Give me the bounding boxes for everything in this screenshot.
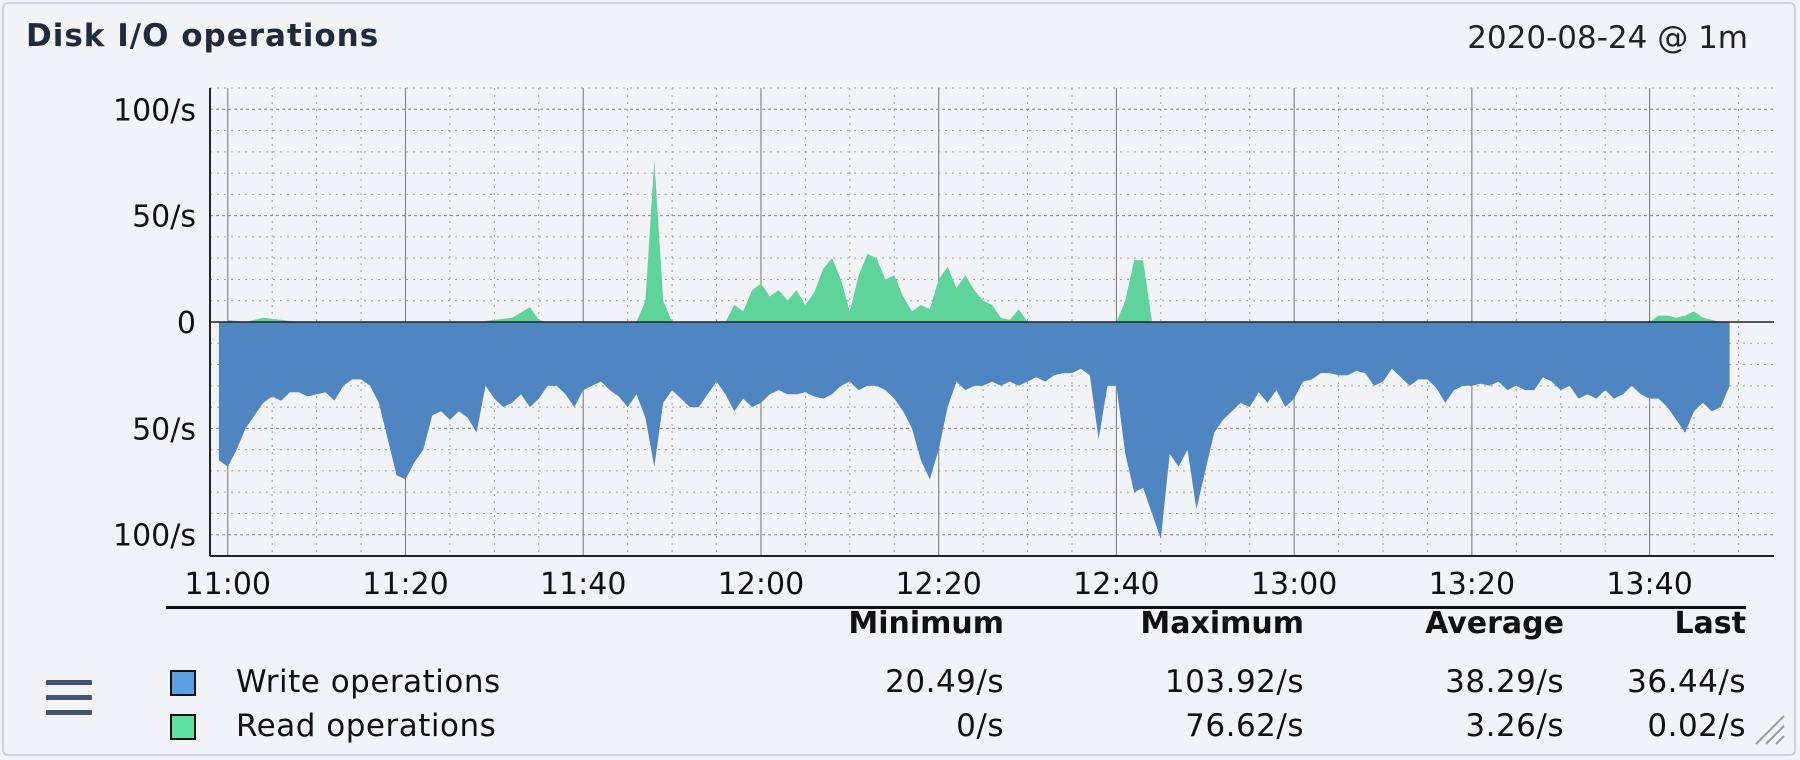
legend-row-write: Write operations 20.49/s 103.92/s 38.29/… (164, 664, 1746, 708)
legend-header-avg: Average (1425, 606, 1564, 641)
y-tick-label: 100/s (113, 93, 196, 128)
disk-io-chart[interactable]: 100/s 50/s 0 50/s 100/s 11:00 11:20 11:40 12:00… (4, 4, 1794, 604)
graph-title: Disk I/O operations (26, 18, 380, 54)
legend-avg-value: 3.26/s (1465, 708, 1564, 744)
x-tick-label: 12:00 (718, 567, 804, 602)
legend-last-value: 0.02/s (1647, 708, 1746, 744)
legend-header-max: Maximum (1140, 606, 1304, 641)
legend-series-name: Read operations (236, 708, 497, 744)
legend-last-value: 36.44/s (1627, 664, 1746, 700)
x-tick-label: 12:20 (895, 567, 981, 602)
write-swatch (170, 670, 196, 696)
y-tick-label: 50/s (132, 412, 196, 447)
legend-table: Minimum Maximum Average Last Write opera… (164, 604, 1746, 752)
legend-min-value: 20.49/s (885, 664, 1004, 700)
x-tick-label: 11:20 (362, 567, 448, 602)
x-tick-label: 13:20 (1429, 567, 1515, 602)
legend-header-last: Last (1674, 606, 1746, 641)
legend-header-min: Minimum (848, 606, 1004, 641)
x-tick-label: 13:00 (1251, 567, 1337, 602)
x-tick-label: 13:40 (1606, 567, 1692, 602)
x-tick-label: 11:40 (540, 567, 626, 602)
x-tick-label: 11:00 (185, 567, 271, 602)
read-operations-area (227, 160, 1721, 322)
y-tick-label: 50/s (132, 200, 196, 235)
legend-row-read: Read operations 0/s 76.62/s 3.26/s 0.02/… (164, 708, 1746, 752)
legend-divider (166, 606, 1746, 609)
legend-avg-value: 38.29/s (1445, 664, 1564, 700)
legend-max-value: 103.92/s (1164, 664, 1304, 700)
y-tick-labels: 100/s 50/s 0 50/s 100/s (113, 93, 196, 553)
minor-grid (210, 87, 1774, 557)
x-tick-label: 12:40 (1073, 567, 1159, 602)
y-tick-label: 0 (177, 306, 196, 341)
legend-series-name: Write operations (236, 664, 501, 700)
write-operations-area (218, 322, 1730, 539)
chart-axes (209, 88, 1774, 557)
graph-timerange: 2020-08-24 @ 1m (1467, 20, 1748, 56)
x-tick-labels: 11:00 11:20 11:40 12:00 12:20 12:40 13:00 13:20… (185, 567, 1693, 602)
legend-max-value: 76.62/s (1185, 708, 1304, 744)
legend-min-value: 0/s (956, 708, 1004, 744)
read-swatch (170, 714, 196, 740)
resize-handle-icon[interactable] (1750, 710, 1786, 746)
legend-header: Minimum Maximum Average Last (164, 604, 1746, 652)
y-tick-label: 100/s (113, 519, 196, 554)
series-areas (218, 160, 1730, 539)
hamburger-menu-icon[interactable] (46, 680, 92, 720)
